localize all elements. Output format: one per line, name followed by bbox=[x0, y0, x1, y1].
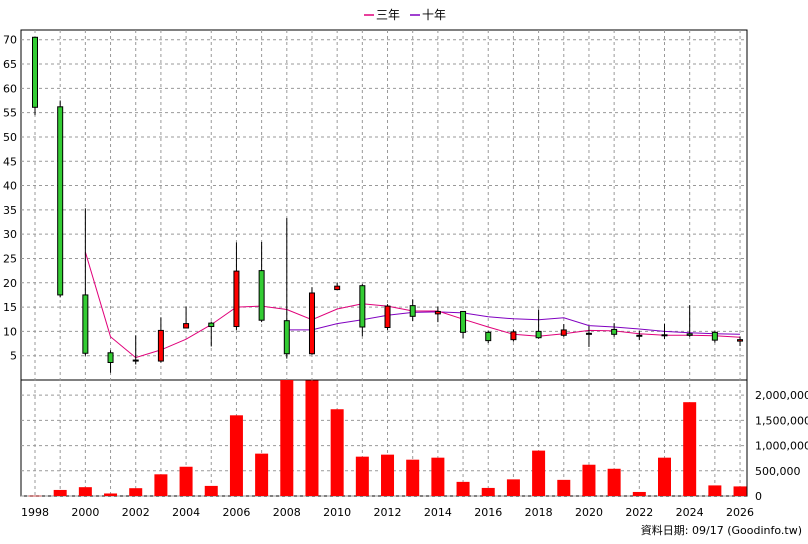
volume-tick-label: 500,000 bbox=[755, 465, 801, 478]
price-tick-label: 70 bbox=[3, 34, 17, 47]
price-tick-label: 60 bbox=[3, 82, 17, 95]
volume-tick-label: 1,500,000 bbox=[755, 414, 808, 427]
volume-bar bbox=[431, 457, 445, 496]
volume-bar bbox=[381, 454, 395, 496]
candle-body bbox=[107, 352, 114, 363]
x-tick-label: 2002 bbox=[122, 506, 150, 519]
price-tick-label: 15 bbox=[3, 301, 17, 314]
candle-body bbox=[560, 329, 567, 336]
candle-body bbox=[258, 270, 265, 321]
volume-bar bbox=[204, 485, 218, 496]
x-tick-label: 2020 bbox=[575, 506, 603, 519]
price-tick-label: 20 bbox=[3, 277, 17, 290]
volume-bar bbox=[53, 489, 67, 496]
volume-bar bbox=[129, 488, 143, 496]
volume-bar bbox=[481, 487, 495, 496]
volume-bar bbox=[179, 466, 193, 496]
candle-body bbox=[283, 320, 290, 355]
candle-body bbox=[208, 322, 215, 328]
candle-body bbox=[535, 330, 542, 339]
volume-bar bbox=[305, 380, 319, 496]
x-tick-label: 2012 bbox=[374, 506, 402, 519]
candle-body bbox=[434, 310, 441, 315]
price-tick-label: 45 bbox=[3, 155, 17, 168]
legend-label-ma3: 三年 bbox=[376, 8, 400, 22]
x-tick-label: 2004 bbox=[172, 506, 200, 519]
volume-bar bbox=[104, 493, 118, 496]
volume-bar bbox=[229, 415, 243, 496]
volume-bar bbox=[658, 457, 671, 496]
candle-body bbox=[384, 305, 391, 329]
candle-body bbox=[183, 323, 190, 329]
legend-label-ma10: 十年 bbox=[422, 8, 446, 22]
candle-body bbox=[611, 328, 618, 335]
volume-bar bbox=[582, 464, 596, 496]
price-tick-label: 40 bbox=[3, 180, 17, 193]
price-tick-label: 10 bbox=[3, 325, 17, 338]
x-tick-label: 2010 bbox=[323, 506, 351, 519]
candle-body bbox=[132, 359, 139, 362]
candle-body bbox=[409, 305, 416, 317]
candle-body bbox=[308, 292, 315, 355]
price-tick-label: 30 bbox=[3, 228, 17, 241]
volume-bar bbox=[28, 495, 42, 497]
candle-body bbox=[460, 310, 467, 333]
volume-bar bbox=[255, 453, 269, 496]
volume-bar bbox=[683, 402, 697, 496]
candle-body bbox=[661, 334, 668, 337]
volume-bar bbox=[330, 409, 344, 496]
price-tick-label: 65 bbox=[3, 58, 17, 71]
candle-body bbox=[485, 331, 492, 342]
x-tick-label: 1998 bbox=[21, 506, 49, 519]
candle-body bbox=[711, 331, 718, 341]
volume-bar bbox=[607, 468, 621, 496]
price-tick-label: 35 bbox=[3, 204, 17, 217]
candle-body bbox=[233, 270, 240, 328]
volume-bar bbox=[532, 450, 546, 496]
candle-body bbox=[82, 294, 89, 354]
x-tick-label: 2014 bbox=[424, 506, 452, 519]
candle-body bbox=[57, 106, 64, 296]
candle-body bbox=[334, 285, 341, 291]
x-tick-label: 2006 bbox=[222, 506, 250, 519]
volume-bar bbox=[708, 485, 722, 496]
volume-tick-label: 1,000,000 bbox=[755, 440, 808, 453]
price-tick-label: 25 bbox=[3, 252, 17, 265]
candle-body bbox=[737, 339, 744, 342]
candle-body bbox=[585, 332, 592, 335]
volume-bar bbox=[557, 479, 571, 496]
price-panel bbox=[20, 29, 748, 381]
candle-body bbox=[32, 36, 38, 108]
volume-bar bbox=[733, 486, 747, 496]
volume-bar bbox=[280, 380, 294, 496]
x-tick-label: 2022 bbox=[625, 506, 653, 519]
volume-bar bbox=[632, 491, 646, 496]
candle-body bbox=[686, 333, 693, 336]
x-tick-label: 2026 bbox=[726, 506, 754, 519]
volume-bar bbox=[456, 481, 470, 496]
data-date-footer: 資料日期: 09/17 (Goodinfo.tw) bbox=[640, 524, 802, 537]
volume-bar bbox=[154, 474, 168, 496]
x-tick-label: 2000 bbox=[71, 506, 99, 519]
x-tick-label: 2018 bbox=[525, 506, 553, 519]
candle-body bbox=[510, 331, 517, 341]
volume-bar bbox=[506, 479, 520, 496]
price-tick-label: 55 bbox=[3, 107, 17, 120]
x-tick-label: 2008 bbox=[273, 506, 301, 519]
volume-bar bbox=[78, 487, 92, 496]
candle-body bbox=[157, 329, 164, 362]
volume-bar bbox=[355, 456, 369, 496]
candle-body bbox=[359, 285, 366, 328]
volume-bar bbox=[406, 459, 420, 496]
volume-tick-label: 0 bbox=[755, 490, 762, 503]
x-tick-label: 2024 bbox=[676, 506, 704, 519]
candle-body bbox=[636, 334, 643, 337]
price-tick-label: 50 bbox=[3, 131, 17, 144]
price-tick-label: 5 bbox=[10, 350, 17, 363]
x-tick-label: 2016 bbox=[474, 506, 502, 519]
volume-tick-label: 2,000,000 bbox=[755, 389, 808, 402]
